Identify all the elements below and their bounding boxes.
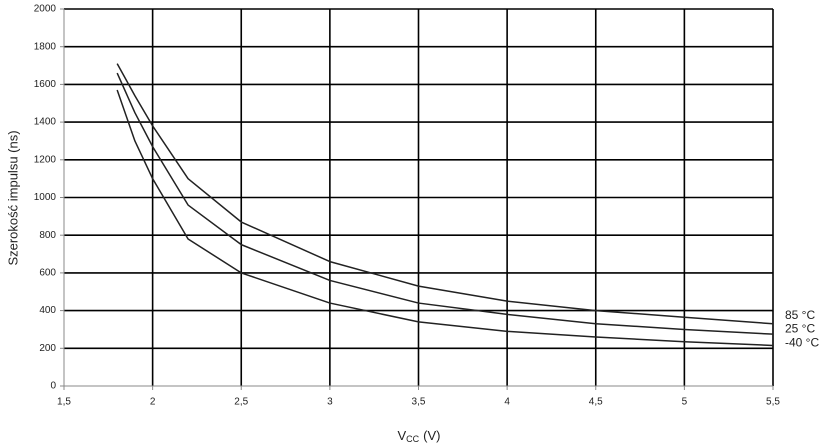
x-axis-title-sub: CC: [406, 434, 419, 444]
series-line: [116, 63, 774, 325]
series-line: [116, 89, 774, 347]
y-tick-label: 600: [39, 268, 56, 279]
x-tick-label: 3,5: [412, 397, 426, 408]
x-axis-title: VCC (V): [397, 428, 440, 444]
x-tick-label: 4: [504, 397, 510, 408]
series-label: -40 °C: [785, 336, 819, 350]
y-tick-label: 200: [39, 343, 56, 354]
x-tick-label: 5,5: [766, 397, 780, 408]
series-label: 25 °C: [785, 321, 815, 335]
y-tick-label: 2000: [34, 4, 57, 15]
x-tick-label: 3: [327, 397, 333, 408]
y-tick-label: 1000: [34, 192, 57, 203]
y-tick-label: 1600: [34, 79, 57, 90]
x-axis-title-main: V: [397, 428, 406, 443]
y-axis-title: Szerokość impulsu (ns): [5, 130, 20, 265]
y-tick-label: 1200: [34, 154, 57, 165]
series-label: 85 °C: [785, 308, 815, 322]
y-tick-label: 1400: [34, 117, 57, 128]
y-tick-label: 400: [39, 305, 56, 316]
x-tick-label: 2,5: [234, 397, 248, 408]
x-tick-label: 5: [682, 397, 688, 408]
x-tick-label: 4,5: [589, 397, 603, 408]
x-axis-title-unit: (V): [423, 428, 440, 443]
y-tick-label: 0: [50, 381, 56, 392]
y-tick-label: 1800: [34, 41, 57, 52]
x-tick-label: 1,5: [57, 397, 71, 408]
series-line: [116, 72, 774, 335]
x-tick-label: 2: [150, 397, 156, 408]
y-tick-label: 800: [39, 230, 56, 241]
